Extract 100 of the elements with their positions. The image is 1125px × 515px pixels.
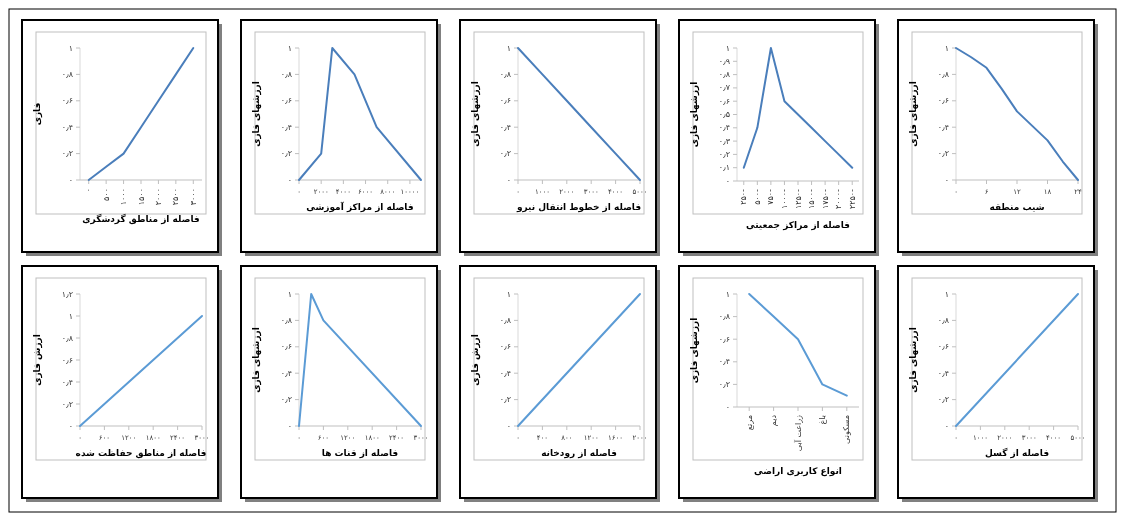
y-tick-label: ۰٫۶ [937, 96, 949, 106]
y-tick-label: ۱ [68, 43, 73, 53]
x-tick-label: ۲۰۰۰ [153, 188, 163, 206]
x-axis-title: فاصله از مراکز جمعیتی [746, 220, 851, 231]
y-axis-title: ارزشهای فازی [470, 81, 481, 147]
x-tick-label: ۲۵۰- [739, 188, 749, 205]
y-tick-label: ۰٫۲ [937, 149, 949, 159]
y-tick-label: ۰ [944, 175, 949, 185]
y-tick-label: ۰٫۲ [61, 149, 73, 159]
y-tick-label: ۰٫۶ [718, 96, 730, 106]
y-tick-label: ۰٫۴ [937, 368, 949, 378]
y-axis-title: ارزشهای فازی [908, 327, 919, 393]
x-tick-label: ۱۰۰۰ [119, 188, 129, 206]
y-tick-label: ۰٫۴ [280, 368, 292, 378]
y-tick-label: ۱ [287, 43, 292, 53]
x-tick-label: ۲۲۵۰- [847, 188, 857, 210]
x-tick-label: ۷۵۰- [766, 188, 776, 205]
x-axis-title: انواع کاربری اراضی [754, 466, 842, 477]
y-tick-label: ۱ [506, 289, 511, 299]
y-tick-label: ۰٫۶ [937, 342, 949, 352]
y-tick-label: ۰٫۲ [280, 395, 292, 405]
y-tick-label: ۰٫۸ [937, 69, 950, 79]
y-tick-label: ۰٫۷ [718, 83, 731, 93]
x-tick-label: ۰ [84, 188, 94, 193]
x-axis-title: فاصله از مراکز آموزشی [306, 201, 414, 213]
y-tick-label: ۰٫۸ [280, 315, 293, 325]
y-tick-label: ۰٫۶ [280, 96, 292, 106]
y-tick-label: ۱ [725, 43, 730, 53]
y-tick-label: ۰ [725, 176, 730, 186]
y-tick-label: ۰٫۸ [499, 69, 512, 79]
y-tick-label: ۱ [944, 289, 949, 299]
x-tick-label: ۳۰۰۰ [188, 188, 198, 206]
x-tick-label: زراعت آبی [792, 414, 803, 452]
y-tick-label: ۰٫۲ [499, 395, 511, 405]
y-tick-label: ۰٫۲ [499, 149, 511, 159]
y-tick-label: ۰ [68, 175, 73, 185]
y-tick-label: ۰٫۴ [718, 357, 730, 367]
x-tick-label: ۵۰۰- [752, 188, 762, 205]
y-axis-title: ارزشهای فازی [689, 317, 700, 384]
y-tick-label: ۰ [287, 175, 292, 185]
y-tick-label: ۱ [68, 311, 73, 321]
y-tick-label: ۰٫۸ [61, 69, 74, 79]
y-tick-label: ۰٫۸ [280, 69, 293, 79]
x-tick-label: ۵۰۰ [101, 188, 111, 201]
x-tick-label: ۱۷۵۰- [820, 188, 830, 210]
y-tick-label: ۰٫۸ [718, 70, 731, 80]
x-tick-label: ۱۰۰۰- [780, 188, 789, 210]
y-tick-label: ۰٫۸ [937, 315, 950, 325]
x-axis-title: شیب منطقه [989, 202, 1045, 212]
y-tick-label: ۰٫۱ [718, 163, 730, 173]
x-tick-label: مسکونی [842, 415, 852, 444]
y-tick-label: ۰٫۲ [61, 399, 73, 409]
y-tick-label: ۰٫۲ [280, 149, 292, 159]
x-tick-label: ۲۵۰۰ [171, 188, 181, 206]
y-tick-label: ۰٫۸ [61, 333, 74, 343]
x-axis-title: فاصله از خطوط انتقال نیرو [515, 202, 642, 213]
y-axis-title: ارزشهای فازی [251, 81, 262, 147]
line-series [955, 47, 1079, 181]
y-tick-label: ۰٫۶ [61, 355, 73, 365]
y-tick-label: ۰٫۴ [61, 122, 73, 132]
y-tick-label: ۰٫۴ [61, 377, 73, 387]
y-tick-label: ۰٫۶ [499, 342, 511, 352]
y-tick-label: ۰٫۶ [499, 96, 511, 106]
y-tick-label: ۰٫۲ [937, 395, 949, 405]
y-tick-label: ۱ [506, 43, 511, 53]
line-series [748, 293, 848, 397]
line-series [298, 47, 422, 181]
y-tick-label: ۱ [944, 43, 949, 53]
y-axis-title: ارزشهای فازی [689, 81, 700, 148]
y-axis-title: فازی [32, 102, 43, 126]
y-axis-title: ارزش فازی [470, 334, 481, 386]
x-tick-label: ۱۲۵۰- [793, 188, 803, 210]
x-axis-title: فاصله از قنات ها [321, 448, 399, 459]
line-series [517, 47, 641, 181]
y-tick-label: ۰٫۳ [718, 136, 731, 146]
x-axis-title: فاصله از گسل [984, 447, 1050, 459]
line-series [87, 47, 195, 181]
y-tick-label: ۰ [506, 175, 511, 185]
y-tick-label: ۰٫۲ [718, 149, 730, 159]
x-tick-label: ۲۰۰۰- [834, 188, 844, 210]
y-tick-label: ۰٫۴ [718, 123, 730, 133]
y-tick-label: ۰ [725, 402, 730, 412]
y-tick-label: ۰٫۴ [937, 122, 949, 132]
x-tick-label: مرتع [744, 415, 754, 431]
x-tick-label: ۱۵۰۰ [136, 188, 146, 206]
x-axis-title: فاصله از مناطق حفاظت شده [75, 448, 207, 459]
y-tick-label: ۱ [725, 289, 730, 299]
y-tick-label: ۰٫۸ [499, 315, 512, 325]
y-tick-label: ۰٫۴ [280, 122, 292, 132]
y-tick-label: ۱٫۲ [61, 289, 73, 299]
y-axis-title: ارزشهای فازی [908, 81, 919, 147]
y-tick-label: ۰٫۶ [280, 342, 292, 352]
x-tick-label: دیم [769, 414, 779, 427]
y-tick-label: ۰٫۵ [718, 110, 730, 120]
line-series [742, 47, 854, 169]
y-tick-label: ۰٫۲ [718, 379, 730, 389]
y-tick-label: ۰٫۹ [718, 56, 730, 66]
x-axis-title: فاصله از مناطق گردشگری [82, 213, 200, 225]
y-tick-label: ۰٫۴ [499, 368, 511, 378]
y-axis-title: ارزش فازی [32, 334, 43, 386]
